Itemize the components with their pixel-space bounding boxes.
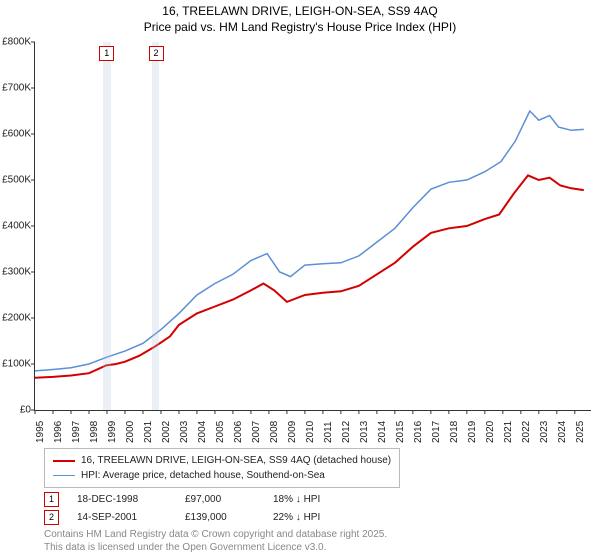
shaded-band: [152, 42, 159, 410]
x-tick-label: 2022: [521, 421, 532, 443]
legend-row: 16, TREELAWN DRIVE, LEIGH-ON-SEA, SS9 4A…: [53, 453, 391, 468]
sale-price: £139,000: [185, 512, 255, 523]
footnote: Contains HM Land Registry data © Crown c…: [44, 529, 387, 554]
x-tick-label: 2021: [503, 421, 514, 443]
sale-pct: 18% ↓ HPI: [273, 494, 353, 505]
sale-pct: 22% ↓ HPI: [273, 512, 353, 523]
x-tick-label: 2007: [251, 421, 262, 443]
x-tick-label: 2015: [395, 421, 406, 443]
sale-marker-icon: 2: [44, 510, 59, 525]
sale-price: £97,000: [185, 494, 255, 505]
chart-plot-area: £0£100K£200K£300K£400K£500K£600K£700K£80…: [34, 42, 591, 411]
y-tick-label: £100K: [1, 359, 31, 370]
y-tick-label: £200K: [1, 313, 31, 324]
sales-table: 1 18-DEC-1998 £97,000 18% ↓ HPI 2 14-SEP…: [44, 490, 353, 526]
legend-box: 16, TREELAWN DRIVE, LEIGH-ON-SEA, SS9 4A…: [44, 448, 400, 488]
x-tick-label: 2003: [179, 421, 190, 443]
series-hpi: [35, 111, 584, 371]
x-tick-label: 1997: [71, 421, 82, 443]
x-tick-label: 2017: [431, 421, 442, 443]
title-block: 16, TREELAWN DRIVE, LEIGH-ON-SEA, SS9 4A…: [0, 0, 600, 35]
legend-swatch-price: [53, 460, 75, 462]
y-tick-label: £800K: [1, 37, 31, 48]
x-tick-label: 2025: [575, 421, 586, 443]
x-tick-label: 1998: [89, 421, 100, 443]
legend-row: HPI: Average price, detached house, Sout…: [53, 468, 391, 483]
sale-marker-icon: 2: [149, 46, 164, 61]
x-tick-label: 2019: [467, 421, 478, 443]
x-tick-label: 2004: [197, 421, 208, 443]
shaded-band: [103, 42, 110, 410]
y-tick-label: £300K: [1, 267, 31, 278]
sale-marker-icon: 1: [99, 46, 114, 61]
sale-date: 14-SEP-2001: [77, 512, 167, 523]
x-tick-label: 2002: [161, 421, 172, 443]
y-tick-label: £500K: [1, 175, 31, 186]
chart-container: 16, TREELAWN DRIVE, LEIGH-ON-SEA, SS9 4A…: [0, 0, 600, 560]
sale-date: 18-DEC-1998: [77, 494, 167, 505]
x-tick-label: 2014: [377, 421, 388, 443]
x-tick-label: 2023: [539, 421, 550, 443]
x-tick-label: 2001: [143, 421, 154, 443]
series-price_paid: [35, 175, 584, 377]
y-tick-label: £600K: [1, 129, 31, 140]
x-tick-label: 1999: [107, 421, 118, 443]
table-row: 1 18-DEC-1998 £97,000 18% ↓ HPI: [44, 490, 353, 508]
x-tick-label: 2018: [449, 421, 460, 443]
legend-label: HPI: Average price, detached house, Sout…: [81, 468, 325, 483]
legend-swatch-hpi: [53, 475, 75, 476]
footnote-line: This data is licensed under the Open Gov…: [44, 542, 387, 555]
sale-marker-icon: 1: [44, 492, 59, 507]
title-line-2: Price paid vs. HM Land Registry's House …: [0, 20, 600, 36]
x-tick-label: 2016: [413, 421, 424, 443]
x-tick-label: 2013: [359, 421, 370, 443]
x-tick-label: 1996: [53, 421, 64, 443]
y-tick-label: £400K: [1, 221, 31, 232]
x-tick-label: 2020: [485, 421, 496, 443]
legend-label: 16, TREELAWN DRIVE, LEIGH-ON-SEA, SS9 4A…: [81, 453, 391, 468]
x-tick-label: 2006: [233, 421, 244, 443]
x-tick-label: 2008: [269, 421, 280, 443]
x-tick-label: 2011: [323, 421, 334, 443]
x-tick-label: 2000: [125, 421, 136, 443]
title-line-1: 16, TREELAWN DRIVE, LEIGH-ON-SEA, SS9 4A…: [0, 4, 600, 20]
x-tick-label: 1995: [35, 421, 46, 443]
chart-svg: [35, 42, 591, 410]
x-tick-label: 2024: [557, 421, 568, 443]
y-tick-label: £700K: [1, 83, 31, 94]
footnote-line: Contains HM Land Registry data © Crown c…: [44, 529, 387, 542]
x-tick-label: 2005: [215, 421, 226, 443]
table-row: 2 14-SEP-2001 £139,000 22% ↓ HPI: [44, 508, 353, 526]
x-tick-label: 2009: [287, 421, 298, 443]
y-tick-label: £0: [1, 405, 31, 416]
x-tick-label: 2012: [341, 421, 352, 443]
x-tick-label: 2010: [305, 421, 316, 443]
